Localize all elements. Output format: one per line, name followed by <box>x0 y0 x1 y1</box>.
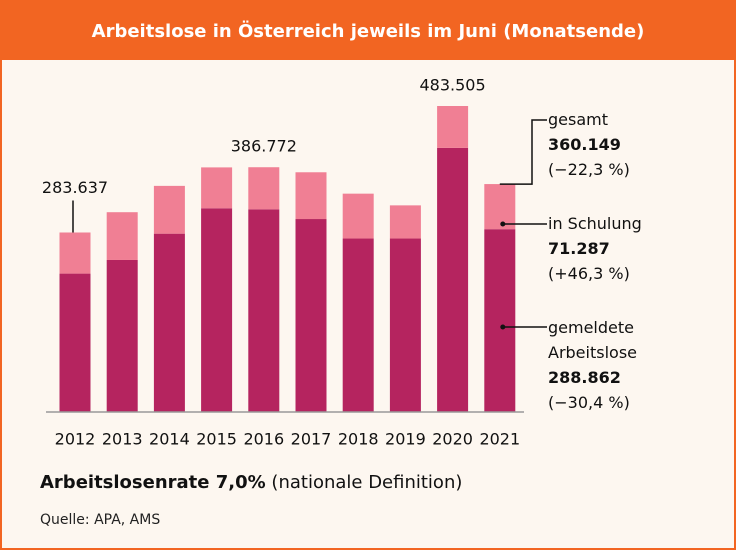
value-label: 288.862 <box>548 368 621 387</box>
x-tick-label: 2012 <box>55 430 96 449</box>
change-label: (−30,4 %) <box>548 393 630 412</box>
change-label: (+46,3 %) <box>548 264 630 283</box>
x-tick-label: 2015 <box>196 430 237 449</box>
rate-note: (nationale Definition) <box>271 472 463 493</box>
value-label: 71.287 <box>548 239 610 258</box>
bar-segment <box>59 232 91 274</box>
source: Quelle: APA, AMS <box>40 512 161 528</box>
bar-segment <box>437 147 469 413</box>
change-label: (−22,3 %) <box>548 160 630 179</box>
bar-segment <box>389 205 421 239</box>
x-tick-label: 2020 <box>432 430 473 449</box>
x-tick-label: 2019 <box>385 430 426 449</box>
x-tick-label: 2018 <box>338 430 379 449</box>
callout-dot <box>500 324 506 330</box>
value-label: 360.149 <box>548 135 621 154</box>
rate: Arbeitslosenrate 7,0% (nationale Definit… <box>40 472 462 493</box>
bar-segment <box>484 229 516 412</box>
bar-segment <box>342 193 374 239</box>
legend-label: gemeldete Arbeitslose <box>548 318 637 362</box>
x-tick-label: 2013 <box>102 430 143 449</box>
total-label: 483.505 <box>420 76 486 95</box>
bar-segment <box>342 238 374 412</box>
bar-segment <box>59 273 91 412</box>
legend-label: in Schulung <box>548 214 642 233</box>
bar-segment <box>295 219 327 412</box>
bar-segment <box>106 212 138 260</box>
bar-segment <box>106 259 138 412</box>
callout-line <box>499 119 547 185</box>
x-tick-label: 2021 <box>479 430 520 449</box>
bar-segment <box>201 208 233 412</box>
bar-segment <box>389 238 421 412</box>
bar-segment <box>248 167 280 210</box>
x-tick-label: 2014 <box>149 430 190 449</box>
bar-segment <box>153 233 185 412</box>
bar-segment <box>201 167 233 209</box>
x-tick-label: 2017 <box>291 430 332 449</box>
chart-title: Arbeitslose in Österreich jeweils im Jun… <box>2 2 734 60</box>
callout-unemployed: gemeldete Arbeitslose 288.862 (−30,4 %) <box>548 315 648 415</box>
bar-segment <box>295 172 327 220</box>
callout-dot <box>500 221 506 227</box>
legend-label: gesamt <box>548 110 608 129</box>
total-label: 283.637 <box>42 178 108 197</box>
bar-segment <box>437 106 469 148</box>
x-tick-label: 2016 <box>243 430 284 449</box>
bar-segment <box>153 185 185 234</box>
callout-total: gesamt 360.149 (−22,3 %) <box>548 107 668 182</box>
rate-label: Arbeitslosenrate 7,0% <box>40 472 266 493</box>
callout-training: in Schulung 71.287 (+46,3 %) <box>548 211 668 286</box>
bar-segment <box>248 209 280 412</box>
bar-segment <box>484 184 516 230</box>
total-label: 386.772 <box>231 137 297 156</box>
